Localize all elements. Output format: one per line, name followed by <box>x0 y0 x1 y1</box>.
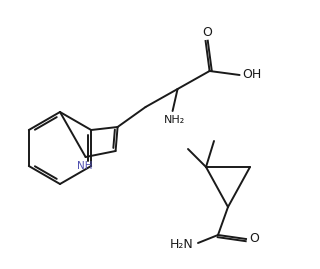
Text: NH: NH <box>77 161 92 171</box>
Text: OH: OH <box>242 69 261 82</box>
Text: H₂N: H₂N <box>170 239 194 252</box>
Text: O: O <box>249 232 259 246</box>
Text: O: O <box>203 27 212 40</box>
Text: NH₂: NH₂ <box>164 115 185 125</box>
